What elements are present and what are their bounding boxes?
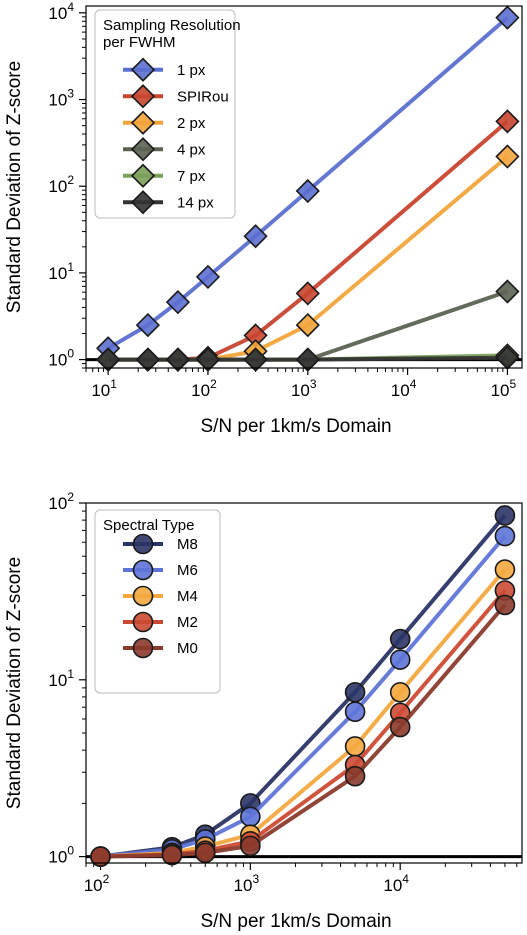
data-point [389,716,411,738]
legend-label: M8 [177,536,198,553]
plot-frame [85,502,523,864]
legend-label: 1 px [177,62,206,79]
data-point [195,347,221,372]
legend-label: SPIRou [177,88,229,105]
data-point [295,178,320,204]
data-point [165,347,191,372]
y-tick-label: 102 [48,173,74,196]
data-point [495,109,520,134]
series-14-px [96,345,520,372]
data-point [130,84,156,109]
legend-label: M2 [177,614,198,631]
data-point [494,559,516,580]
x-tick-label: 105 [491,377,517,400]
data-point [495,5,520,30]
data-point [389,681,411,703]
legend-label: 7 px [177,168,206,185]
data-point [494,505,516,526]
data-point [495,144,520,169]
data-point [495,279,520,304]
data-point [135,312,160,338]
legend-label: 2 px [177,115,206,132]
data-point [165,290,191,315]
legend-title: per FWHM [103,34,176,51]
data-point [295,312,320,338]
data-point [494,525,516,547]
x-tick-label: 103 [291,377,317,400]
x-tick-label: 101 [91,377,117,400]
x-tick-label: 104 [383,872,409,895]
data-point [90,846,111,867]
plot-frame [85,5,523,369]
data-point [295,347,320,372]
y-tick-label: 103 [48,87,74,110]
legend-label: 14 px [177,194,214,211]
data-point [240,806,261,828]
data-point [132,533,154,555]
data-point [132,611,154,633]
legend-label: M4 [177,588,198,605]
data-point [344,765,366,787]
x-tick-label: 102 [84,872,110,895]
data-point [344,736,366,757]
y-tick-label: 104 [48,0,74,23]
data-point [243,224,268,249]
data-point [344,681,366,703]
x-axis-label: S/N per 1km/s Domain [200,416,391,437]
y-tick-label: 101 [48,667,74,690]
legend-label: M6 [177,562,198,579]
x-tick-label: 104 [391,377,417,400]
data-point [243,347,268,372]
legend-box [94,9,236,219]
y-tick-label: 102 [48,490,74,513]
data-point [240,835,261,857]
data-point [389,649,411,670]
data-point [161,844,183,866]
data-point [135,347,160,372]
data-point [132,637,154,659]
data-point [130,57,156,82]
data-point [344,701,366,723]
legend-title: Sampling Resolution [103,17,241,34]
y-tick-label: 100 [48,347,74,370]
data-point [195,264,221,290]
x-tick-label: 103 [234,872,260,895]
y-tick-label: 101 [48,260,74,283]
y-axis-label: Standard Deviation of Z-score [4,557,25,809]
legend-label: 4 px [177,141,206,158]
data-point [130,110,156,135]
data-point [96,347,121,372]
data-point [130,137,156,162]
data-point [389,628,411,650]
data-point [295,281,320,306]
series-m0 [90,594,516,867]
data-point [130,163,156,188]
legend-title: Spectral Type [103,517,194,534]
legend: Spectral Type M8 M6 M4 M2 M0 [94,509,221,694]
data-point [494,594,516,616]
x-tick-label: 102 [191,377,217,400]
data-point [495,345,520,370]
data-point [132,585,154,607]
legend-box [94,509,221,694]
legend-label: M0 [177,640,198,657]
y-tick-label: 100 [48,844,74,867]
chart-bottom: 102 103 104 100 101 102 S/N per 1km/s Domain St… [4,490,523,932]
y-axis-label: Standard Deviation of Z-score [4,61,25,313]
data-point [194,842,216,864]
x-axis-label: S/N per 1km/s Domain [200,911,391,932]
data-point [130,190,156,215]
data-point [132,559,154,581]
